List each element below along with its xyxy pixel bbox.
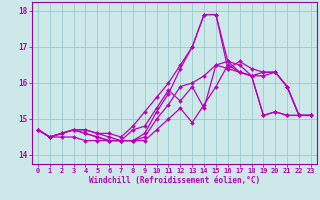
X-axis label: Windchill (Refroidissement éolien,°C): Windchill (Refroidissement éolien,°C) <box>89 176 260 185</box>
